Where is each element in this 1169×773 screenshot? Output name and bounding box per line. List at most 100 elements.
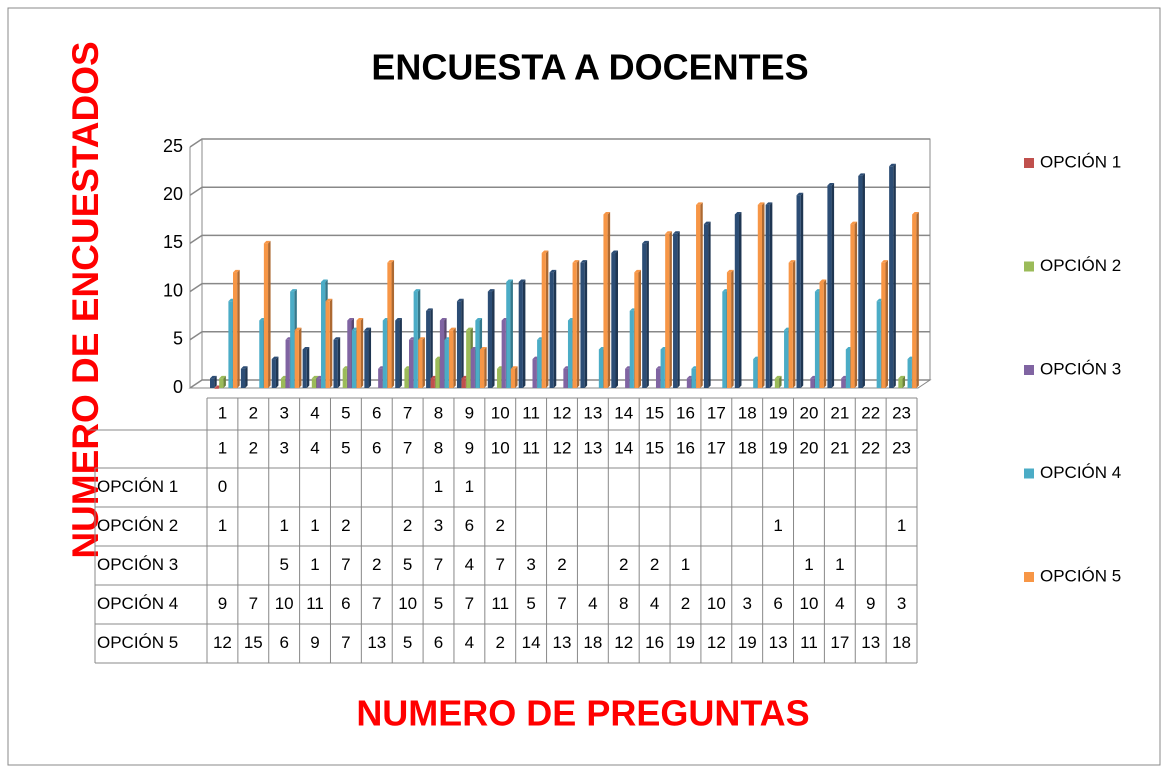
bar-side <box>669 231 672 388</box>
x-tick-label: 10 <box>491 403 510 422</box>
bar-side <box>800 192 804 388</box>
table-cell: 1 <box>897 516 906 535</box>
bar-top <box>889 163 896 167</box>
x-tick-label: 15 <box>645 403 664 422</box>
table-cell: 19 <box>738 633 757 652</box>
bar <box>696 204 701 388</box>
legend-swatch <box>1024 572 1034 582</box>
bar <box>642 243 647 388</box>
bar-side <box>769 202 773 388</box>
bar <box>655 368 661 388</box>
table-cell: 12 <box>614 633 633 652</box>
bar <box>466 330 471 388</box>
table-cell: 2 <box>681 594 690 613</box>
table-cell: 10 <box>398 594 417 613</box>
table-cell: 3 <box>897 594 906 613</box>
bar <box>665 233 670 388</box>
bar <box>912 214 917 388</box>
bar <box>430 378 435 388</box>
bar <box>233 272 238 388</box>
bar-side <box>430 308 433 388</box>
grid-line <box>189 138 930 148</box>
bar-top <box>233 269 240 273</box>
table-cell: 6 <box>341 594 350 613</box>
bar-side <box>646 240 649 388</box>
x-tick-label: 20 <box>799 403 818 422</box>
bar <box>325 301 330 388</box>
table-cell: 18 <box>583 633 602 652</box>
bar <box>333 339 338 388</box>
bar-side <box>522 279 526 388</box>
bar-top <box>413 289 421 292</box>
bar-side <box>275 356 279 388</box>
bar-side <box>792 260 796 388</box>
bar <box>409 339 414 388</box>
bar <box>487 291 493 388</box>
legend-swatch <box>1024 158 1034 168</box>
table-cell: 3 <box>279 438 288 457</box>
bar-side <box>214 375 217 388</box>
y-tick-label: 20 <box>163 184 183 204</box>
bar-top <box>912 211 919 215</box>
bar-top <box>788 260 796 263</box>
bar-side <box>638 269 642 388</box>
table-cell: 2 <box>496 516 505 535</box>
bar-top <box>325 298 333 302</box>
bar-top <box>290 289 297 292</box>
bar <box>625 368 630 388</box>
bar <box>351 330 357 388</box>
table-cell: 10 <box>491 438 510 457</box>
table-cell: 4 <box>650 594 659 613</box>
x-tick-label: 1 <box>218 403 227 422</box>
bar-top <box>819 279 827 282</box>
grid-line <box>189 331 930 341</box>
bar-top <box>466 327 473 331</box>
table-cell: 2 <box>557 555 566 574</box>
bar <box>810 378 815 388</box>
chart-title: ENCUESTA A DOCENTES <box>371 47 808 88</box>
table-cell: 22 <box>861 438 880 457</box>
bar-top <box>850 221 858 225</box>
table-cell: 5 <box>434 594 443 613</box>
bar-top <box>642 240 649 244</box>
bar-top <box>395 318 402 321</box>
bar-top <box>333 337 341 340</box>
bar-top <box>506 279 513 282</box>
x-tick-label: 23 <box>892 403 911 422</box>
bar <box>788 262 793 388</box>
y-tick-label: 0 <box>173 377 183 397</box>
bar <box>734 214 739 388</box>
table-cell: 1 <box>434 477 443 496</box>
bar <box>898 378 903 388</box>
bar <box>845 349 850 388</box>
table-cell: 4 <box>588 594 597 613</box>
table-cell: 8 <box>434 438 443 457</box>
bar-top <box>603 211 611 215</box>
bar <box>881 262 886 388</box>
table-cell: 21 <box>830 438 849 457</box>
bar <box>686 378 692 388</box>
bar <box>907 359 912 388</box>
table-cell: 5 <box>526 594 535 613</box>
legend-label: OPCIÓN 4 <box>1040 463 1121 482</box>
table-cell: 7 <box>465 594 474 613</box>
x-tick-label: 22 <box>861 403 880 422</box>
table-cell: 9 <box>465 438 474 457</box>
x-axis-label: NUMERO DE PREGUNTAS <box>356 693 809 734</box>
table-cell: 15 <box>244 633 263 652</box>
table-cell: 1 <box>218 516 227 535</box>
bar-side <box>453 327 456 388</box>
bar <box>263 243 269 388</box>
bar-top <box>487 289 495 292</box>
x-tick-label: 19 <box>769 403 788 422</box>
bar-top <box>580 260 588 263</box>
bar-side <box>298 327 302 388</box>
table-cell: 18 <box>738 438 757 457</box>
bar-side <box>731 269 734 388</box>
table-row-label: OPCIÓN 5 <box>97 633 178 652</box>
bar-top <box>765 202 773 205</box>
x-tick-label: 11 <box>522 403 540 422</box>
bar <box>722 291 727 388</box>
x-tick-label: 2 <box>249 403 258 422</box>
table-cell: 7 <box>403 438 412 457</box>
